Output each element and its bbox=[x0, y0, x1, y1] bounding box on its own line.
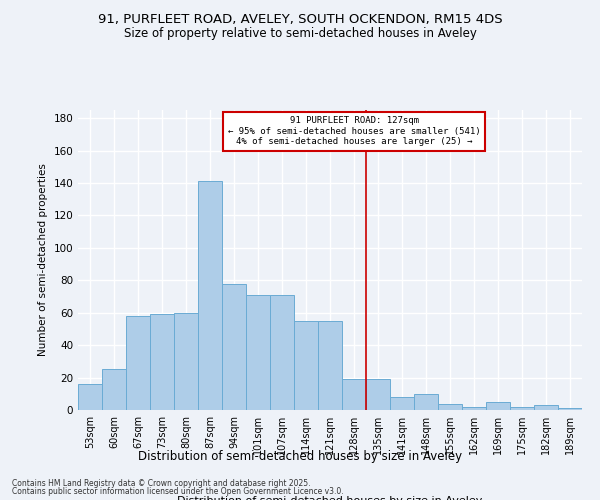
Text: Contains HM Land Registry data © Crown copyright and database right 2025.: Contains HM Land Registry data © Crown c… bbox=[12, 478, 311, 488]
Text: Distribution of semi-detached houses by size in Aveley: Distribution of semi-detached houses by … bbox=[138, 450, 462, 463]
Bar bbox=[534, 405, 558, 410]
Bar bbox=[318, 321, 342, 410]
Bar bbox=[342, 379, 366, 410]
X-axis label: Distribution of semi-detached houses by size in Aveley: Distribution of semi-detached houses by … bbox=[178, 496, 482, 500]
Bar bbox=[414, 394, 438, 410]
Bar bbox=[486, 402, 510, 410]
Bar bbox=[150, 314, 174, 410]
Bar bbox=[558, 408, 582, 410]
Y-axis label: Number of semi-detached properties: Number of semi-detached properties bbox=[38, 164, 48, 356]
Bar bbox=[222, 284, 246, 410]
Bar bbox=[246, 295, 270, 410]
Bar bbox=[174, 312, 198, 410]
Bar bbox=[438, 404, 462, 410]
Text: Size of property relative to semi-detached houses in Aveley: Size of property relative to semi-detach… bbox=[124, 28, 476, 40]
Bar bbox=[270, 295, 294, 410]
Text: Contains public sector information licensed under the Open Government Licence v3: Contains public sector information licen… bbox=[12, 487, 344, 496]
Bar bbox=[366, 379, 390, 410]
Bar bbox=[78, 384, 102, 410]
Bar bbox=[390, 397, 414, 410]
Bar bbox=[102, 370, 126, 410]
Bar bbox=[198, 182, 222, 410]
Text: 91, PURFLEET ROAD, AVELEY, SOUTH OCKENDON, RM15 4DS: 91, PURFLEET ROAD, AVELEY, SOUTH OCKENDO… bbox=[98, 12, 502, 26]
Bar bbox=[462, 407, 486, 410]
Bar bbox=[126, 316, 150, 410]
Text: 91 PURFLEET ROAD: 127sqm
← 95% of semi-detached houses are smaller (541)
4% of s: 91 PURFLEET ROAD: 127sqm ← 95% of semi-d… bbox=[227, 116, 481, 146]
Bar bbox=[294, 321, 318, 410]
Bar bbox=[510, 407, 534, 410]
